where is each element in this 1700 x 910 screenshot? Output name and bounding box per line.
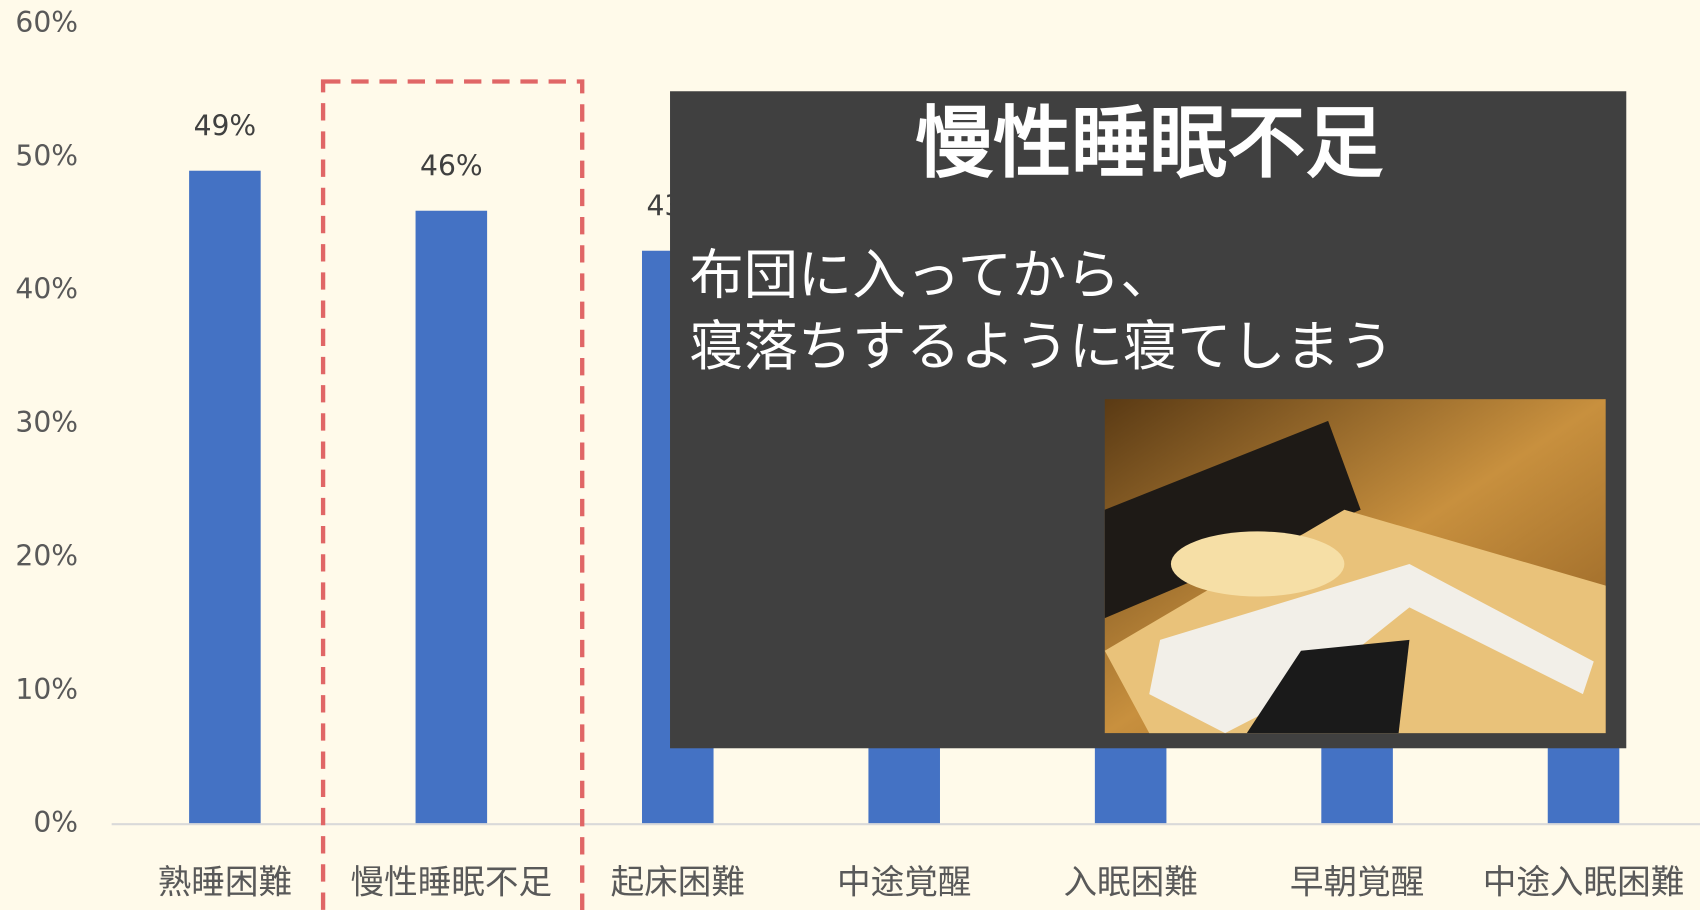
overlay-panel: 慢性睡眠不足 布団に入ってから、 寝落ちするように寝てしまう (670, 91, 1627, 749)
x-tick-label: 起床困難 (611, 862, 745, 901)
value-label: 49% (194, 109, 257, 142)
x-tick-label: 中途入眠困難 (1483, 862, 1685, 901)
highlight-box (320, 79, 585, 910)
y-tick-label: 20% (15, 539, 78, 572)
overlay-text: 寝落ちするように寝てしまう (690, 315, 1394, 378)
y-tick-label: 30% (15, 406, 78, 439)
y-tick-label: 60% (15, 6, 78, 39)
bar (189, 170, 261, 825)
photo (1104, 399, 1606, 734)
y-tick-label: 40% (15, 273, 78, 306)
photo-headboard (1104, 420, 1361, 619)
photo-person (1149, 563, 1594, 734)
y-tick-label: 50% (15, 139, 78, 172)
overlay-title: 慢性睡眠不足 (915, 99, 1383, 189)
x-tick-label: 中途覚醒 (837, 862, 971, 901)
value-label: 46% (420, 149, 483, 182)
y-tick-label: 10% (15, 673, 78, 706)
x-tick-label: 早朝覚醒 (1290, 862, 1424, 901)
photo-trousers (1246, 639, 1410, 734)
x-tick-label: 入眠困難 (1063, 862, 1197, 901)
x-tick-label: 熟睡困難 (158, 862, 292, 901)
bar (415, 210, 488, 825)
overlay-text: 布団に入ってから、 (690, 243, 1175, 306)
photo-pillow (1170, 531, 1345, 597)
y-tick-label: 0% (33, 806, 78, 839)
x-tick-label: 慢性睡眠不足 (351, 862, 553, 901)
